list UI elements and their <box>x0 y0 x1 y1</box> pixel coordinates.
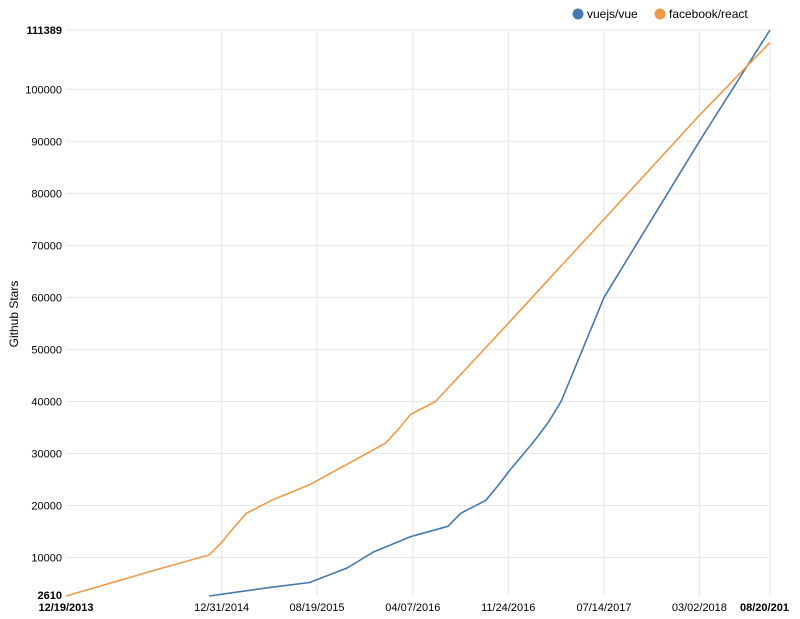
x-tick-label: 03/02/2018 <box>672 602 727 614</box>
x-start-label: 12/19/2013 <box>38 602 93 614</box>
y-tick-label: 20000 <box>31 501 62 513</box>
y-min-label: 2610 <box>38 590 62 602</box>
legend-label-1: facebook/react <box>669 7 748 21</box>
y-tick-label: 70000 <box>31 240 62 252</box>
legend-swatch-1 <box>654 8 666 20</box>
y-tick-label: 40000 <box>31 396 62 408</box>
x-tick-label: 07/14/2017 <box>576 602 631 614</box>
x-axis: 12/31/2014 08/19/2015 04/07/2016 11/24/2016… <box>38 602 788 614</box>
series-line-0 <box>209 29 771 597</box>
y-tick-label: 10000 <box>31 553 62 565</box>
y-tick-label: 30000 <box>31 448 62 460</box>
x-end-label: 08/20/201 <box>740 602 789 614</box>
y-tick-label: 100000 <box>25 84 62 96</box>
legend: vuejs/vue facebook/react <box>572 7 748 21</box>
grid <box>66 29 771 596</box>
y-axis-label: Github Stars <box>7 281 21 348</box>
x-tick-label: 08/19/2015 <box>290 602 345 614</box>
x-tick-label: 04/07/2016 <box>385 602 440 614</box>
y-tick-label: 50000 <box>31 344 62 356</box>
y-max-label: 111389 <box>27 25 63 37</box>
y-tick-label: 90000 <box>31 136 62 148</box>
y-tick-label: 80000 <box>31 188 62 200</box>
series-line-1 <box>65 41 771 597</box>
y-axis: 10000 20000 30000 40000 50000 60000 70000 80000… <box>25 25 62 602</box>
x-tick-label: 12/31/2014 <box>194 602 249 614</box>
y-tick-label: 60000 <box>31 292 62 304</box>
x-tick-label: 11/24/2016 <box>481 602 535 614</box>
legend-label-0: vuejs/vue <box>587 7 638 21</box>
series-lines <box>65 29 771 597</box>
legend-swatch-0 <box>572 8 584 20</box>
